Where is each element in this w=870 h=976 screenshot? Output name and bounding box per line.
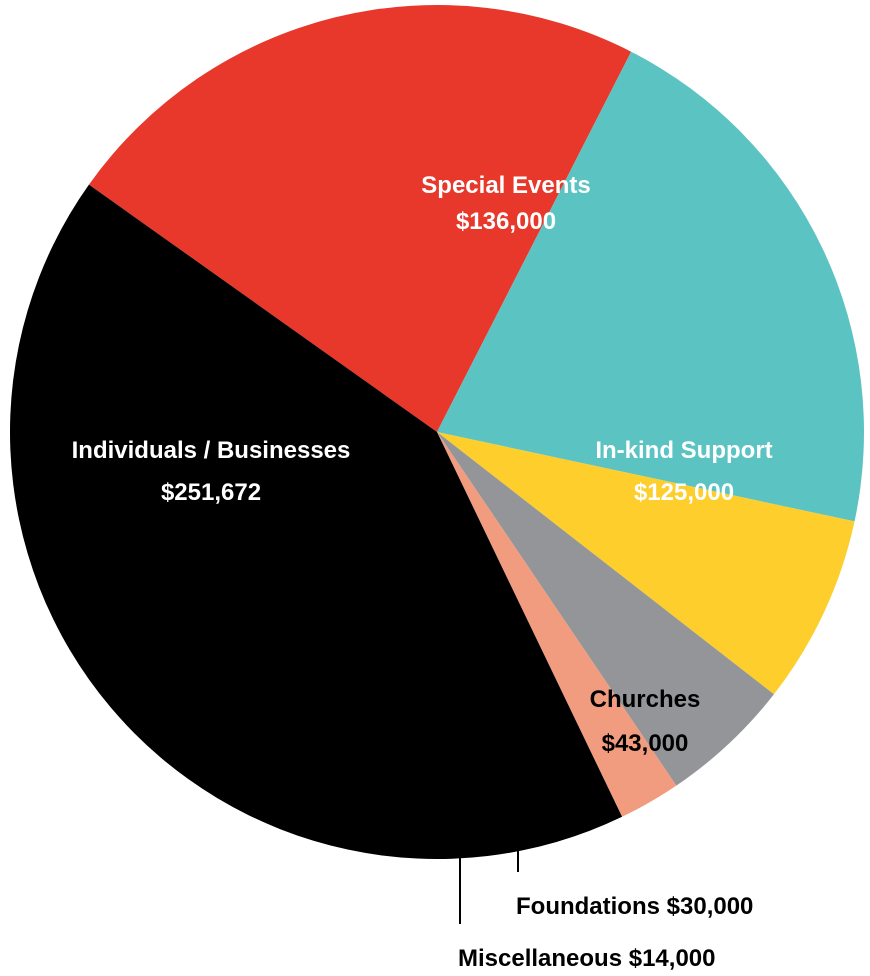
slice-label-churches: Churches $43,000	[590, 686, 701, 757]
pie-slice-special-events	[88, 4, 632, 433]
slice-label-name: In-kind Support	[595, 437, 772, 464]
slice-label-value: $251,672	[161, 479, 261, 506]
slice-label-value: $125,000	[634, 479, 734, 506]
slice-label-individuals-businesses: Individuals / Businesses $251,672	[72, 437, 351, 506]
slice-label-value: $136,000	[456, 208, 556, 235]
slice-label-name: Special Events	[421, 172, 590, 199]
leader-lines	[459, 830, 519, 924]
slice-label-in-kind-support: In-kind Support $125,000	[595, 437, 772, 506]
slice-label-miscellaneous: Miscellaneous $14,000	[458, 945, 715, 972]
pie-slice-foundations	[437, 432, 774, 786]
slice-label-text: Foundations $30,000	[516, 893, 753, 920]
slice-label-value: $43,000	[602, 730, 689, 757]
slice-label-name: Churches	[590, 686, 701, 713]
slice-label-foundations: Foundations $30,000	[516, 893, 753, 920]
slice-label-text: Miscellaneous $14,000	[458, 945, 715, 972]
pie-slice-miscellaneous	[437, 432, 677, 817]
slice-label-special-events: Special Events $136,000	[421, 172, 590, 235]
pie-slice-individuals-businesses	[9, 184, 623, 860]
pie-slices	[9, 4, 865, 860]
slice-labels: Special Events $136,000 In-kind Support $12…	[72, 172, 773, 972]
pie-slice-churches	[437, 432, 855, 695]
pie-slice-in-kind-support	[437, 51, 865, 522]
slice-label-name: Individuals / Businesses	[72, 437, 351, 464]
